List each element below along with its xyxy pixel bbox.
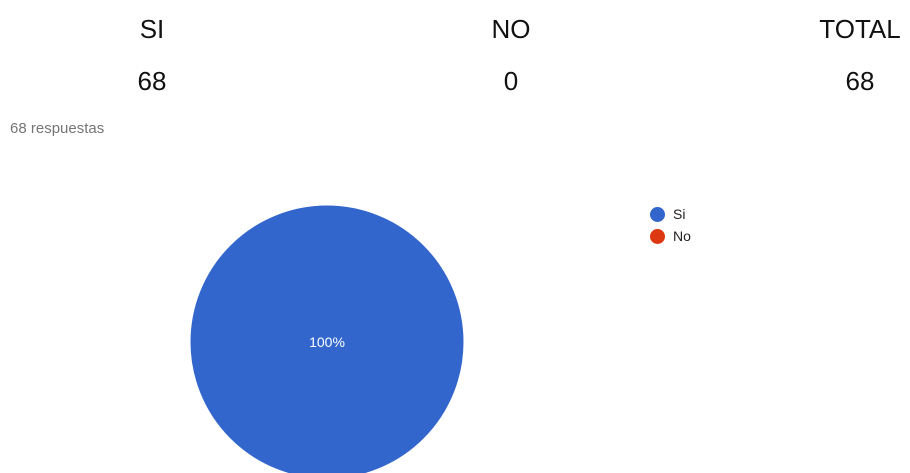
summary-header-no: NO <box>491 14 531 44</box>
legend-label-no: No <box>673 228 691 244</box>
summary-value-si: 68 <box>137 66 167 96</box>
legend-swatch-no <box>650 228 665 244</box>
summary-header-total: TOTAL <box>819 14 901 44</box>
legend-item-si[interactable]: Si <box>650 203 691 225</box>
legend-swatch-si <box>650 206 665 222</box>
response-count: 68 respuestas <box>10 120 105 137</box>
summary-header-si: SI <box>139 14 165 44</box>
pie-slice-label-si: 100% <box>309 334 345 350</box>
pie-slice-si[interactable] <box>189 204 465 473</box>
summary-value-total: 68 <box>845 66 875 96</box>
chart-legend: Si No <box>650 203 691 247</box>
legend-label-si: Si <box>673 206 686 222</box>
summary-value-no: 0 <box>503 66 519 96</box>
legend-item-no[interactable]: No <box>650 225 691 247</box>
